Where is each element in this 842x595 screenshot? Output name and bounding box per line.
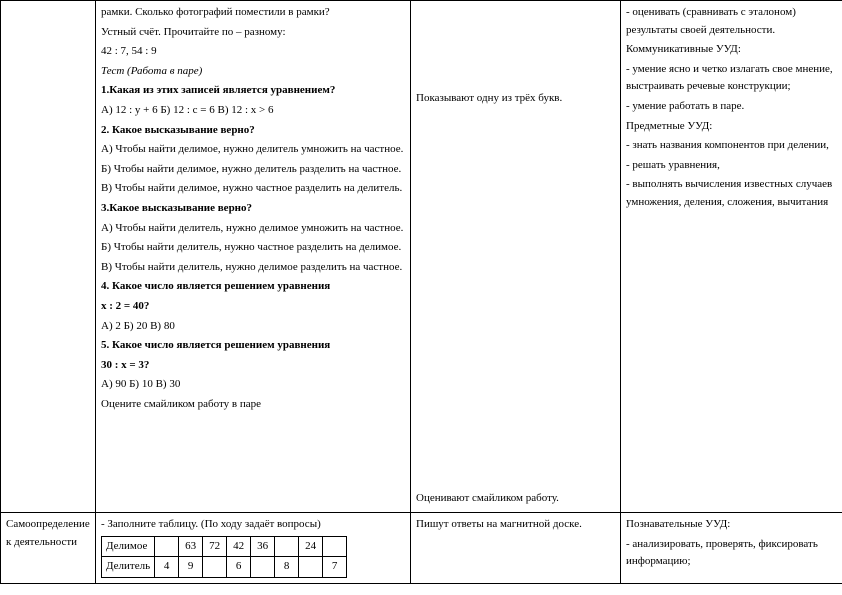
inner-cell: 36 [251, 536, 275, 557]
inner-cell: 4 [155, 557, 179, 578]
activity-text: Показывают одну из трёх букв. [416, 90, 615, 108]
stage-cell: Самоопределение к деятельности [1, 513, 96, 584]
uud-cell: Познавательные УУД: - анализировать, про… [621, 513, 842, 584]
lesson-plan-table: рамки. Сколько фотографий поместили в ра… [0, 0, 842, 584]
inner-cell [299, 557, 323, 578]
question-heading: 2. Какое высказывание верно? [101, 122, 405, 140]
inner-cell: 9 [179, 557, 203, 578]
inner-cell: 72 [203, 536, 227, 557]
inner-cell [155, 536, 179, 557]
uud-text: - анализировать, проверять, фиксировать … [626, 536, 837, 571]
question-heading: 4. Какое число является решением уравнен… [101, 278, 405, 296]
inner-cell: 42 [227, 536, 251, 557]
uud-text: Познавательные УУД: [626, 516, 837, 534]
uud-text: - оценивать (сравнивать с эталоном) резу… [626, 4, 837, 39]
inner-cell: Делитель [102, 557, 155, 578]
option-text: Б) Чтобы найти делимое, нужно делитель р… [101, 161, 405, 179]
options-line: А) 2 Б) 20 В) 80 [101, 318, 405, 336]
question-heading: 5. Какое число является решением уравнен… [101, 337, 405, 355]
inner-cell: 7 [323, 557, 347, 578]
stage-cell [1, 1, 96, 513]
inner-cell [251, 557, 275, 578]
text-line: Устный счёт. Прочитайте по – разному: [101, 24, 405, 42]
text-line: рамки. Сколько фотографий поместили в ра… [101, 4, 405, 22]
uud-text: - решать уравнения, [626, 157, 837, 175]
content-cell: рамки. Сколько фотографий поместили в ра… [96, 1, 411, 513]
equation-line: 30 : х = 3? [101, 357, 405, 375]
uud-text: Предметные УУД: [626, 118, 837, 136]
inner-cell: 24 [299, 536, 323, 557]
table-row: рамки. Сколько фотографий поместили в ра… [1, 1, 842, 513]
uud-cell: - оценивать (сравнивать с эталоном) резу… [621, 1, 842, 513]
activity-cell: Пишут ответы на магнитной доске. [411, 513, 621, 584]
text-line: 42 : 7, 54 : 9 [101, 43, 405, 61]
text-line: Оцените смайликом работу в паре [101, 396, 405, 414]
inner-row: Делимое 63 72 42 36 24 [102, 536, 347, 557]
activity-cell: Показывают одну из трёх букв. Оценивают … [411, 1, 621, 513]
text-line: - Заполните таблицу. (По ходу задаёт воп… [101, 516, 405, 534]
inner-row: Делитель 4 9 6 8 7 [102, 557, 347, 578]
fill-table: Делимое 63 72 42 36 24 Делитель 4 9 6 8 … [101, 536, 347, 578]
uud-text: - умение работать в паре. [626, 98, 837, 116]
inner-cell [275, 536, 299, 557]
question-heading: 1.Какая из этих записей является уравнен… [101, 82, 405, 100]
option-text: В) Чтобы найти делитель, нужно делимое р… [101, 259, 405, 277]
inner-cell [203, 557, 227, 578]
options-line: А) 90 Б) 10 В) 30 [101, 376, 405, 394]
content-cell: - Заполните таблицу. (По ходу задаёт воп… [96, 513, 411, 584]
equation-line: х : 2 = 40? [101, 298, 405, 316]
question-heading: 3.Какое высказывание верно? [101, 200, 405, 218]
inner-cell: 8 [275, 557, 299, 578]
inner-cell: 63 [179, 536, 203, 557]
inner-cell: Делимое [102, 536, 155, 557]
option-text: А) Чтобы найти делитель, нужно делимое у… [101, 220, 405, 238]
option-text: Б) Чтобы найти делитель, нужно частное р… [101, 239, 405, 257]
inner-cell [323, 536, 347, 557]
inner-cell: 6 [227, 557, 251, 578]
uud-text: - умение ясно и четко излагать свое мнен… [626, 61, 837, 96]
uud-text: - знать названия компонентов при делении… [626, 137, 837, 155]
table-row: Самоопределение к деятельности - Заполни… [1, 513, 842, 584]
option-text: А) Чтобы найти делимое, нужно делитель у… [101, 141, 405, 159]
text-line: Тест (Работа в паре) [101, 63, 405, 81]
options-line: А) 12 : у + 6 Б) 12 : с = 6 В) 12 : х > … [101, 102, 405, 120]
option-text: В) Чтобы найти делимое, нужно частное ра… [101, 180, 405, 198]
uud-text: - выполнять вычисления известных случаев… [626, 176, 837, 211]
uud-text: Коммуникативные УУД: [626, 41, 837, 59]
activity-text: Оценивают смайликом работу. [416, 490, 615, 508]
